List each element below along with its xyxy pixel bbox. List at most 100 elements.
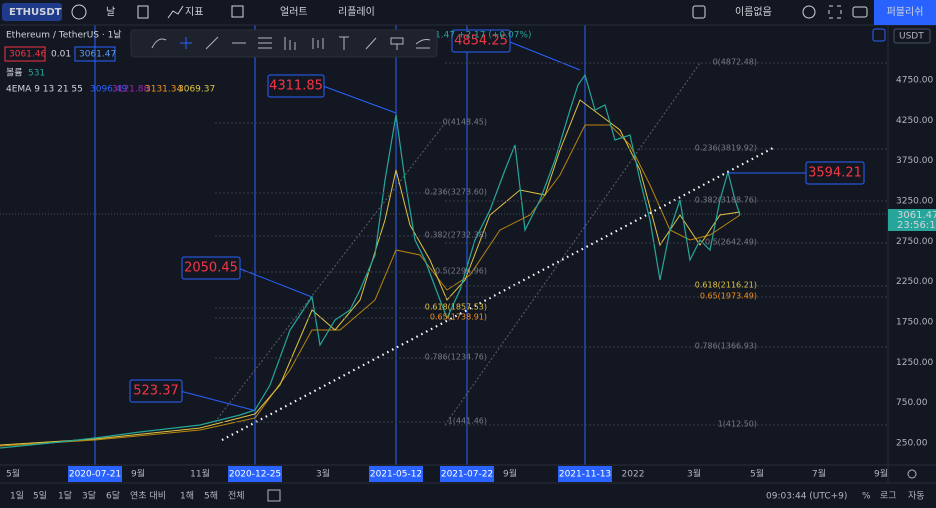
annotation: 523.37 bbox=[133, 384, 179, 399]
range-button[interactable]: 1달 bbox=[58, 490, 72, 502]
last-price: 3061.47 bbox=[897, 210, 936, 221]
ema-value: 3131.34 bbox=[145, 85, 182, 95]
price-label: 4250.00 bbox=[896, 116, 933, 126]
publish-button[interactable] bbox=[874, 0, 936, 25]
price-label: 250.00 bbox=[896, 438, 928, 448]
range-button[interactable]: 연초 대비 bbox=[130, 491, 166, 502]
tool[interactable] bbox=[390, 37, 404, 50]
callout-line bbox=[179, 390, 254, 411]
price-label: 1250.00 bbox=[896, 358, 933, 368]
currency: USDT bbox=[899, 32, 924, 42]
fib-label: 0.382(2732.38) bbox=[425, 231, 487, 240]
price-label: 3750.00 bbox=[896, 156, 933, 166]
countdown: 23:56:16 bbox=[897, 220, 936, 231]
annotation-box[interactable] bbox=[181, 256, 241, 280]
fib-label: 0.786(1234.76) bbox=[425, 353, 487, 362]
tool[interactable] bbox=[151, 38, 167, 49]
ema-line bbox=[0, 99, 741, 446]
ema-label: 4EMA 9 13 21 55 bbox=[6, 85, 83, 95]
price-label: 1750.00 bbox=[896, 317, 933, 327]
time-label: 9월 bbox=[503, 468, 517, 480]
fib-label: 0.786(1366.93) bbox=[695, 342, 757, 351]
volume-label: 볼륨 bbox=[6, 68, 23, 79]
tool[interactable] bbox=[339, 36, 349, 50]
last-price-box bbox=[888, 209, 936, 231]
time-label: 5월 bbox=[750, 468, 764, 480]
layout-name[interactable]: 이름없음 bbox=[735, 5, 772, 18]
tool[interactable] bbox=[205, 36, 219, 50]
range-button[interactable]: 5해 bbox=[204, 491, 218, 502]
price-label: 2750.00 bbox=[896, 237, 933, 247]
replay[interactable]: 리플레이 bbox=[338, 6, 375, 18]
interval[interactable]: 날 bbox=[106, 6, 115, 18]
log-toggle[interactable]: 로그 bbox=[880, 492, 897, 502]
time-label: 2020-07-21 bbox=[69, 470, 121, 480]
time-marker bbox=[68, 466, 122, 482]
alert[interactable]: 얼러트 bbox=[280, 6, 308, 18]
chart-area bbox=[0, 25, 888, 465]
indicators[interactable]: 지표 bbox=[185, 6, 203, 18]
time-marker bbox=[228, 466, 282, 482]
time-label: 2021-07-22 bbox=[441, 470, 493, 480]
sync-icon[interactable] bbox=[872, 28, 886, 42]
spread: 0.01 bbox=[51, 50, 71, 60]
fib-label: 0.5(2294.96) bbox=[435, 267, 487, 276]
percent-toggle[interactable]: % bbox=[862, 492, 871, 502]
time-label: 3월 bbox=[687, 468, 701, 480]
tool[interactable] bbox=[312, 38, 324, 49]
layout-icon[interactable] bbox=[692, 5, 706, 19]
tool[interactable] bbox=[365, 37, 377, 50]
annotation-box[interactable] bbox=[129, 379, 183, 403]
annotation-box[interactable] bbox=[805, 161, 865, 185]
callout-line bbox=[237, 267, 313, 298]
range-button[interactable]: 전체 bbox=[228, 491, 245, 502]
annotation: 3594.21 bbox=[808, 166, 862, 181]
fib-label: 1(441.46) bbox=[448, 417, 487, 426]
fib-label: 0.5(2642.49) bbox=[705, 238, 757, 247]
time-label: 9월 bbox=[874, 468, 888, 480]
ema-value: 3069.37 bbox=[178, 85, 215, 95]
time-marker bbox=[440, 466, 494, 482]
callout-line bbox=[509, 41, 581, 71]
date-range-icon[interactable] bbox=[267, 489, 281, 502]
fib-label: 0(4148.45) bbox=[443, 118, 487, 127]
time-label: 11월 bbox=[190, 468, 210, 480]
range-button[interactable]: 1일 bbox=[10, 491, 24, 502]
add-symbol[interactable] bbox=[71, 4, 87, 20]
settings[interactable] bbox=[802, 5, 816, 19]
auto-toggle[interactable]: 자동 bbox=[908, 491, 925, 502]
tool[interactable] bbox=[284, 37, 296, 50]
currency-button[interactable] bbox=[893, 28, 931, 44]
legend-title: Ethereum / TetherUS · 1날 bbox=[6, 30, 122, 41]
annotation-box[interactable] bbox=[267, 74, 325, 98]
symbol-button[interactable] bbox=[2, 3, 62, 21]
fullscreen[interactable] bbox=[828, 5, 842, 19]
fib-trend bbox=[444, 62, 701, 426]
templates[interactable] bbox=[231, 5, 244, 18]
fib-trend bbox=[214, 122, 446, 423]
publish: 퍼블리쉬 bbox=[887, 6, 924, 18]
fib-label: 0.382(3188.76) bbox=[695, 196, 757, 205]
snapshot[interactable] bbox=[852, 6, 868, 18]
range-button[interactable]: 5일 bbox=[33, 491, 47, 502]
tool[interactable] bbox=[180, 37, 192, 49]
axis-settings[interactable] bbox=[907, 469, 917, 479]
bid: 3061.46 bbox=[9, 50, 46, 60]
range-button[interactable]: 6달 bbox=[106, 490, 120, 502]
ema-line bbox=[0, 124, 741, 447]
indicator-icon bbox=[167, 5, 184, 19]
tool[interactable] bbox=[258, 37, 272, 49]
tool[interactable] bbox=[415, 39, 431, 49]
time-label: 2021-05-12 bbox=[370, 470, 422, 480]
range-button[interactable]: 3달 bbox=[82, 490, 96, 502]
fib-label: 0.236(3273.60) bbox=[425, 188, 487, 197]
time-label: 2021-11-13 bbox=[559, 470, 611, 480]
annotation: 4311.85 bbox=[269, 79, 323, 94]
range-button[interactable]: 1해 bbox=[180, 491, 194, 502]
chart-type[interactable] bbox=[137, 5, 149, 19]
time-label: 2022 bbox=[622, 470, 645, 480]
fib-label: 0.618(2116.21) bbox=[695, 281, 757, 290]
annotation-box[interactable] bbox=[451, 29, 511, 53]
